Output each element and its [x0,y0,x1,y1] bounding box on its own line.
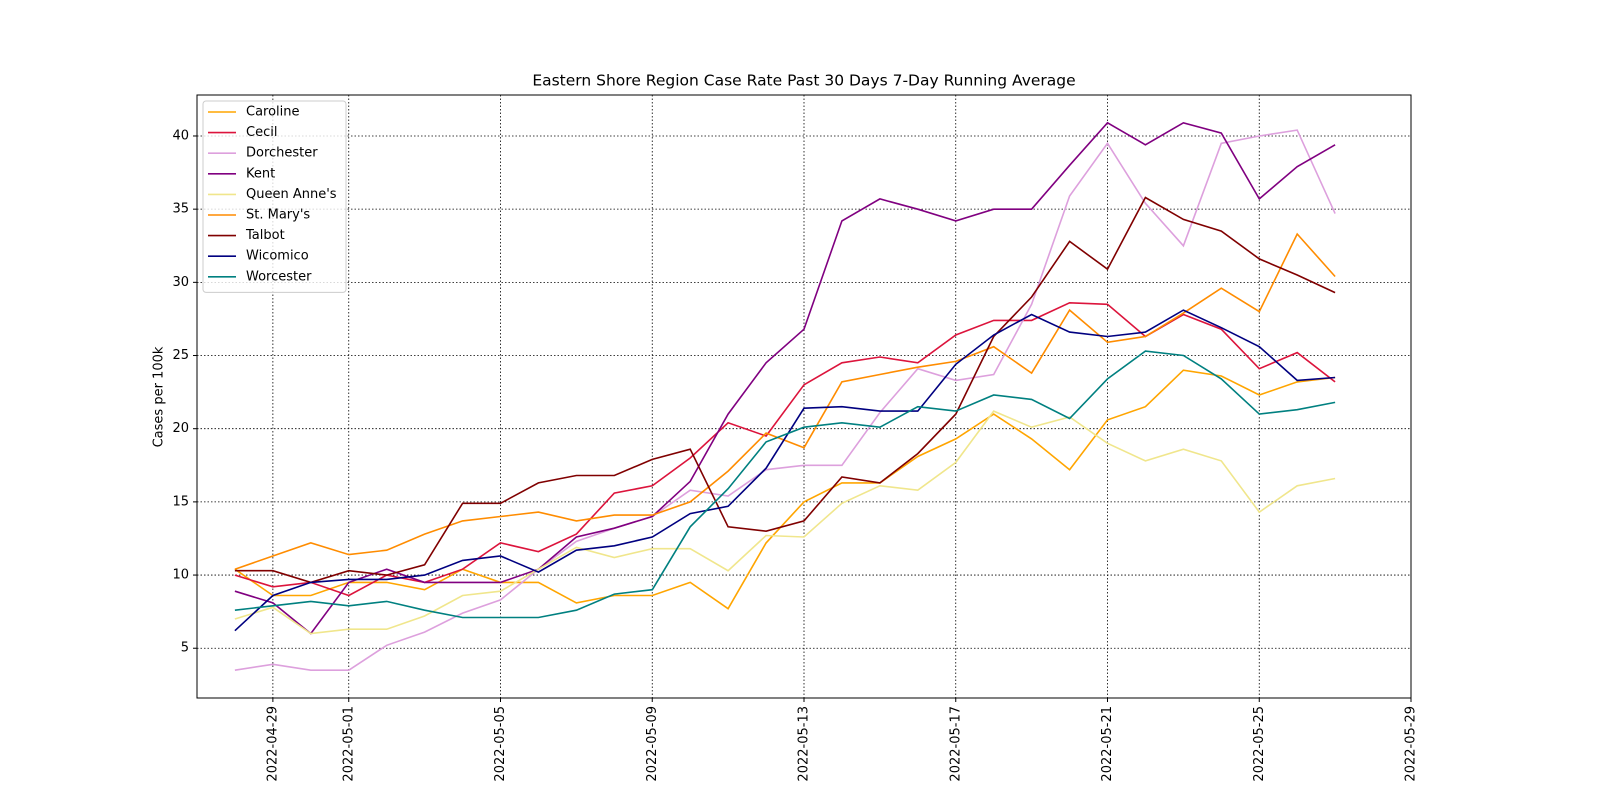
legend-label: Talbot [245,228,285,243]
y-tick-label: 20 [172,421,189,436]
series-line [234,196,1336,584]
x-tick-label: 2022-05-21 [1100,706,1115,782]
legend-label: Dorchester [246,146,318,161]
legend-label: St. Mary's [246,208,310,223]
series-line [234,369,1336,610]
plot-frame [196,94,1412,699]
legend-box [202,100,347,293]
legend-label: Queen Anne's [246,187,337,202]
chart-title: Eastern Shore Region Case Rate Past 30 D… [532,72,1075,90]
y-axis-label: Cases per 100k [152,346,167,447]
y-tick-label: 15 [172,494,189,509]
y-tick-label: 40 [172,128,189,143]
legend-label: Wicomico [246,249,309,264]
legend: Caroline Cecil Dorchester Kent Queen Anne's S… [202,100,347,293]
y-tick-label: 35 [172,202,189,217]
x-tick-label: 2022-05-05 [493,706,508,782]
series-line [234,129,1336,671]
y-tick-label: 25 [172,348,189,363]
x-tick-label: 2022-05-29 [1404,706,1419,782]
x-tick-label: 2022-05-09 [645,706,660,782]
series-line [234,121,1336,635]
series-line [234,350,1336,619]
legend-label: Caroline [246,105,300,120]
series-line [234,232,1336,570]
x-tick-label: 2022-05-17 [948,706,963,782]
series-line [234,309,1336,632]
y-tick-label: 10 [172,568,189,583]
legend-label: Cecil [246,125,277,140]
legend-label: Kent [246,166,275,181]
x-tick-label: 2022-05-13 [797,706,812,782]
legend-label: Worcester [246,269,312,284]
y-tick-label: 30 [172,275,189,290]
y-tick-label: 5 [181,641,189,656]
x-tick-label: 2022-05-01 [341,706,356,782]
x-tick-label: 2022-04-29 [265,706,280,782]
series-line [234,410,1336,635]
x-tick-label: 2022-05-25 [1252,706,1267,782]
